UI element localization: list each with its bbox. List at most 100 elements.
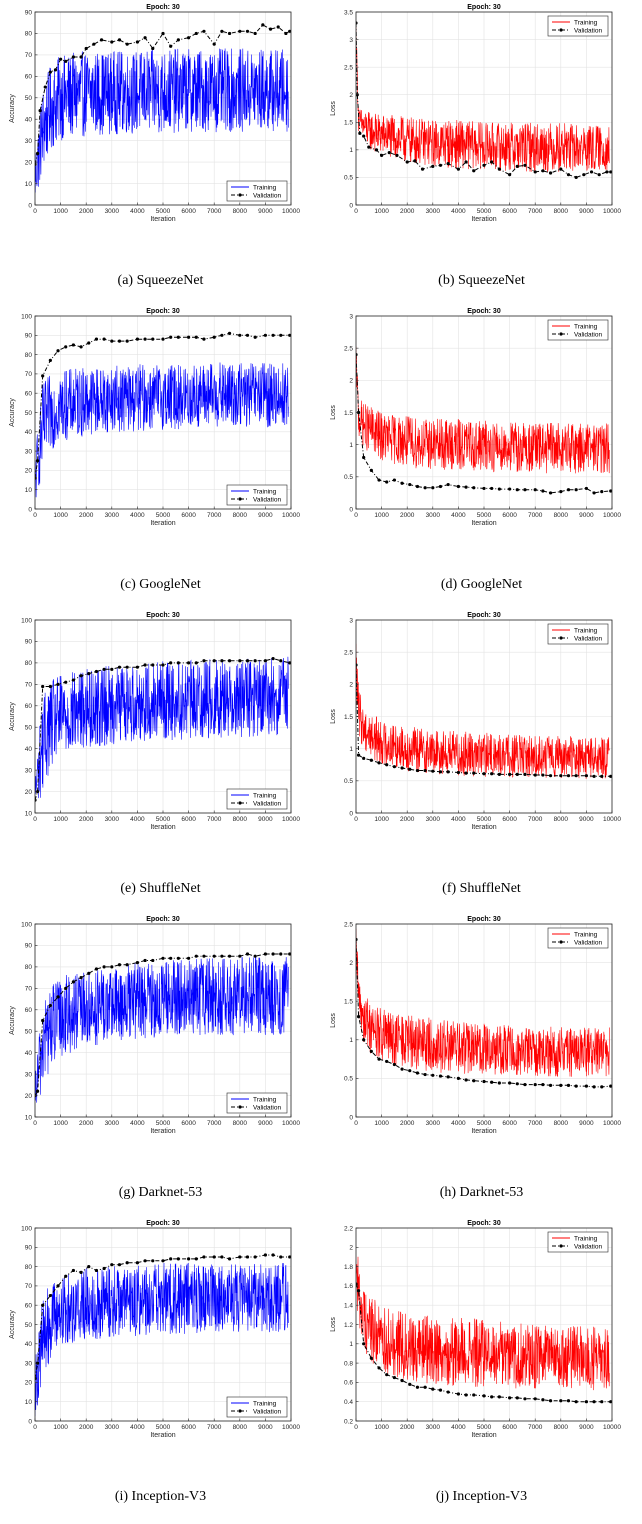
validation-point [385,1373,389,1377]
validation-point [508,173,512,177]
validation-point [253,659,257,663]
validation-point [43,85,47,89]
x-tick-label: 5000 [477,816,492,823]
y-tick-label: 0.6 [344,1380,353,1387]
x-tick-label: 4000 [451,512,466,519]
x-tick-label: 10000 [603,208,621,215]
validation-point [609,1084,612,1088]
validation-point [423,486,427,490]
validation-point [584,1084,588,1088]
validation-point [497,772,501,776]
chart-svg: 0 1000 2000 3000 4000 5000 6000 7000 8000 9000 100… [9,916,300,1135]
y-tick-label: 80 [25,1264,33,1271]
x-tick-label: 1000 [53,512,68,519]
validation-point [245,659,250,663]
validation-point [110,667,114,671]
x-axis-label: Iteration [471,520,496,527]
x-tick-label: 4000 [451,208,466,215]
x-tick-label: 1000 [374,816,389,823]
y-tick-label: 10 [25,1114,33,1121]
y-tick-label: 70 [25,1283,33,1290]
y-tick-label: 70 [25,52,33,59]
y-tick-label: 70 [25,986,33,993]
validation-point [238,954,242,958]
x-tick-label: 3000 [426,1424,441,1431]
validation-point [385,480,389,484]
validation-point [41,374,45,378]
validation-point [541,169,545,173]
x-tick-label: 6000 [502,1120,517,1127]
validation-point [94,967,99,971]
validation-point [212,42,216,46]
validation-point [87,971,91,975]
validation-point [48,1293,52,1298]
x-tick-label: 7000 [528,1424,543,1431]
training-series-line [35,48,289,193]
validation-point [548,774,553,778]
x-tick-label: 8000 [554,1424,569,1431]
y-tick-label: 3 [349,617,353,624]
validation-point [362,455,366,460]
validation-point [377,761,381,765]
validation-point [151,958,155,963]
x-tick-label: 9000 [579,512,594,519]
validation-point [220,954,224,958]
validation-point [523,488,527,492]
legend-training-label: Training [253,488,277,495]
validation-point [515,1082,519,1086]
y-tick-label: 0.5 [344,778,353,785]
validation-point [238,333,242,337]
x-tick-label: 8000 [233,816,248,823]
y-tick-label: 40 [25,746,33,753]
x-tick-label: 5000 [477,1424,492,1431]
y-axis-label: Loss [330,101,337,116]
y-tick-label: 2.5 [344,64,353,71]
x-tick-label: 10000 [282,816,300,823]
y-tick-label: 40 [25,1341,33,1348]
x-tick-label: 7000 [528,1120,543,1127]
validation-point [110,339,114,343]
x-tick-label: 4000 [130,512,145,519]
validation-point [271,1253,275,1257]
x-tick-label: 7000 [207,1424,222,1431]
validation-point [102,1266,106,1271]
validation-point [523,163,527,167]
y-tick-label: 20 [25,1380,33,1387]
validation-point [202,337,206,341]
chart-title: Epoch: 30 [467,1220,501,1227]
validation-point [374,148,379,152]
legend-training-label: Training [574,323,598,330]
validation-point [92,42,96,46]
chart-title: Epoch: 30 [146,1220,180,1227]
y-tick-label: 2.2 [344,1225,353,1232]
validation-point [408,482,412,487]
validation-point [288,661,291,665]
y-tick-label: 30 [25,448,33,455]
validation-point [358,131,362,135]
validation-point [64,680,68,684]
validation-point [143,337,147,341]
y-tick-label: 2.5 [344,345,353,352]
validation-point [464,160,468,164]
y-tick-label: 30 [25,1071,33,1078]
x-tick-label: 4000 [130,1424,145,1431]
x-tick-label: 4000 [451,1120,466,1127]
validation-point [609,489,612,493]
y-tick-label: 3 [349,37,353,44]
validation-point [151,337,155,341]
validation-point [377,478,381,482]
validation-point [574,1084,578,1088]
validation-point [245,952,250,956]
validation-point [71,678,75,682]
legend-validation-marker [559,1244,563,1248]
validation-point [592,491,596,495]
validation-point [117,339,122,343]
subfigure-caption: (b) SqueezeNet [438,273,525,288]
x-tick-label: 3000 [105,512,120,519]
validation-point [541,1398,545,1402]
x-tick-label: 7000 [528,208,543,215]
chart-panel-d: 0 1000 2000 3000 4000 5000 6000 7000 8000 9000 100… [321,304,642,608]
legend-validation-label: Validation [574,27,602,34]
x-tick-label: 2000 [400,512,415,519]
